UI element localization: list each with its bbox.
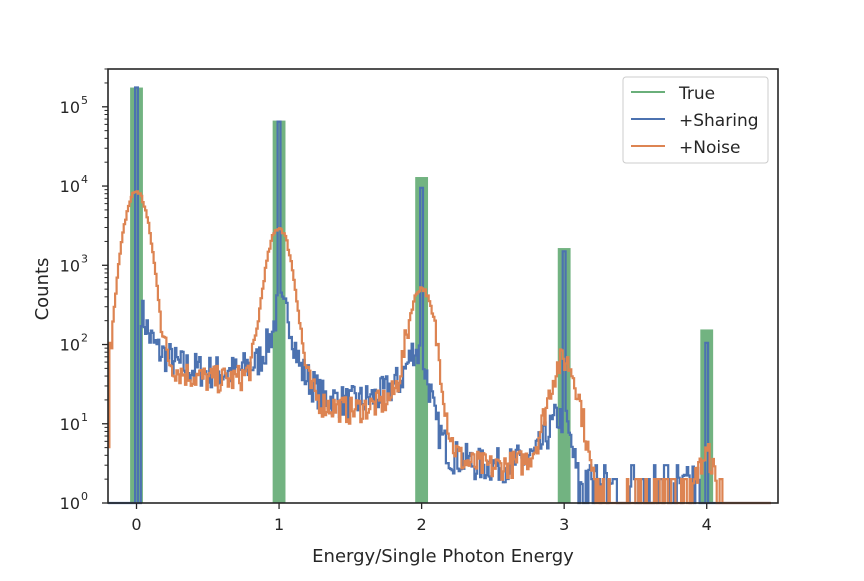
x-tick-label-0: 0 bbox=[131, 515, 141, 534]
true-bars-layer bbox=[130, 87, 714, 504]
y-tick-exponent-4: 4 bbox=[81, 173, 88, 186]
legend-box bbox=[622, 76, 769, 164]
legend: True +Sharing +Noise bbox=[622, 76, 769, 164]
true-bar-4 bbox=[700, 329, 714, 503]
y-tick-exponent-0: 0 bbox=[81, 490, 88, 503]
legend-label-noise: +Noise bbox=[679, 138, 740, 158]
x-tick-label-1: 1 bbox=[274, 515, 284, 534]
legend-label-true: True bbox=[678, 84, 715, 104]
legend-label-sharing: +Sharing bbox=[679, 111, 759, 131]
y-tick-exponent-2: 2 bbox=[81, 332, 88, 345]
x-axis-label: Energy/Single Photon Energy bbox=[312, 546, 574, 567]
y-tick-label-2: 10 bbox=[60, 336, 80, 355]
y-tick-exponent-5: 5 bbox=[81, 94, 88, 107]
y-tick-label-4: 10 bbox=[60, 177, 80, 196]
noise-series-line bbox=[108, 190, 771, 505]
true-bar-2 bbox=[415, 177, 429, 503]
y-tick-label-0: 10 bbox=[60, 494, 80, 513]
y-tick-label-1: 10 bbox=[60, 415, 80, 434]
y-axis-label: Counts bbox=[32, 258, 53, 321]
y-tick-exponent-3: 3 bbox=[81, 252, 88, 265]
x-tick-label-3: 3 bbox=[559, 515, 569, 534]
plot-frame bbox=[107, 68, 779, 504]
x-tick-label-4: 4 bbox=[702, 515, 712, 534]
true-bar-1 bbox=[272, 120, 286, 504]
y-tick-exponent-1: 1 bbox=[81, 411, 88, 424]
true-bar-3 bbox=[557, 248, 571, 503]
y-tick-label-3: 10 bbox=[60, 256, 80, 275]
y-tick-label-5: 10 bbox=[60, 98, 80, 117]
x-tick-label-2: 2 bbox=[417, 515, 427, 534]
